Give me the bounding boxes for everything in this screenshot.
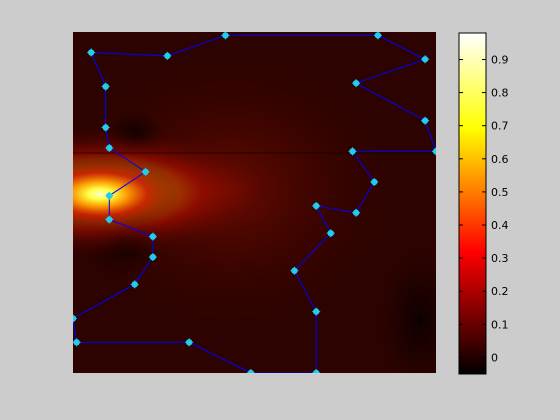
colorbar-tick-label: 0 — [491, 351, 498, 364]
path-point — [148, 253, 157, 262]
colorbar-tick-label: 0.8 — [491, 87, 509, 100]
path-point — [185, 338, 194, 347]
path-point — [421, 116, 430, 125]
path-point — [312, 201, 321, 210]
path-point — [373, 32, 382, 40]
colorbar-tick-label: 0.3 — [491, 252, 509, 265]
path-point — [141, 167, 150, 176]
path-point — [432, 147, 436, 156]
colorbar-ticks: 0 0.1 0.2 0.3 0.4 0.5 0.6 0.7 0.8 0.9 — [459, 53, 509, 364]
path-point — [105, 191, 114, 200]
path-point — [105, 215, 114, 224]
path-point — [87, 48, 96, 57]
colorbar-tick-label: 0.5 — [491, 186, 509, 199]
path-point — [73, 314, 77, 323]
path-point — [352, 208, 361, 217]
path-point — [101, 123, 110, 132]
heatmap-dark-region-right — [380, 250, 436, 373]
path-point — [130, 280, 139, 289]
path-point — [221, 32, 230, 40]
heatmap-plot-area — [73, 32, 436, 373]
heatmap-hotspot — [73, 158, 180, 230]
path-line — [73, 34, 436, 373]
colorbar-tick-label: 0.9 — [491, 53, 509, 66]
path-point — [105, 143, 114, 152]
path-point — [326, 229, 335, 238]
path-point — [348, 147, 357, 156]
colorbar: 0 0.1 0.2 0.3 0.4 0.5 0.6 0.7 0.8 0.9 — [458, 32, 509, 375]
colorbar-tick-label: 0.7 — [491, 120, 509, 133]
path-point — [246, 369, 255, 373]
path-layer — [73, 32, 436, 373]
path-point — [421, 55, 430, 64]
path-point — [290, 266, 299, 275]
path-point — [73, 338, 81, 347]
path-point — [352, 79, 361, 88]
path-point — [148, 232, 157, 241]
path-point — [163, 51, 172, 60]
colorbar-tick-label: 0.2 — [491, 285, 509, 298]
colorbar-tick-label: 0.4 — [491, 219, 509, 232]
colorbar-tick-label: 0.1 — [491, 318, 509, 331]
path-point — [312, 307, 321, 316]
path-point — [370, 178, 379, 187]
path-point — [101, 82, 110, 91]
colorbar-tick-label: 0.6 — [491, 153, 509, 166]
colorbar-gradient — [458, 32, 487, 375]
path-point — [312, 369, 321, 373]
